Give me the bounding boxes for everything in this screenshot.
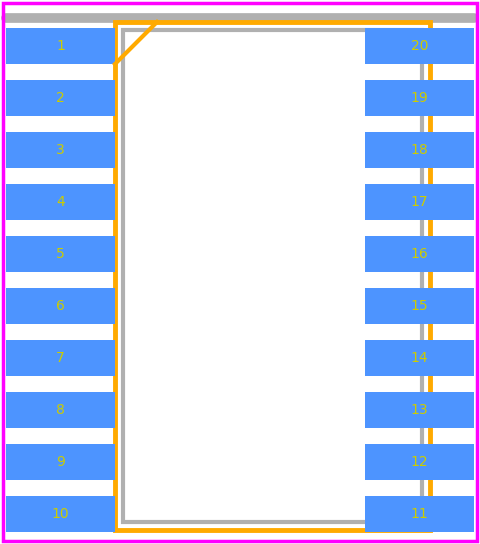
Bar [115,22,430,530]
Bar [365,28,474,64]
Text: 10: 10 [52,507,69,521]
Bar [365,236,474,272]
Bar [365,80,474,116]
Text: 20: 20 [411,39,428,53]
Bar [6,496,115,532]
Bar [365,444,474,480]
Text: 7: 7 [56,351,65,365]
Bar [123,30,422,522]
Bar [6,132,115,168]
Bar [6,28,115,64]
Text: 8: 8 [56,403,65,417]
Bar [365,392,474,428]
Bar [6,236,115,272]
Text: 17: 17 [411,195,428,209]
Bar [6,392,115,428]
Text: 9: 9 [56,455,65,469]
Bar [6,340,115,376]
Text: 14: 14 [411,351,428,365]
Bar [6,184,115,220]
Bar [365,184,474,220]
Bar [365,340,474,376]
Text: 15: 15 [411,299,428,313]
Text: 16: 16 [410,247,428,261]
Text: 13: 13 [411,403,428,417]
Text: 19: 19 [410,91,428,105]
Text: 11: 11 [410,507,428,521]
Bar [6,288,115,324]
Text: 5: 5 [56,247,65,261]
Text: 4: 4 [56,195,65,209]
Text: 1: 1 [56,39,65,53]
Text: 18: 18 [410,143,428,157]
Bar [365,132,474,168]
Text: 3: 3 [56,143,65,157]
Bar [6,80,115,116]
Bar [365,496,474,532]
Text: 2: 2 [56,91,65,105]
Text: 6: 6 [56,299,65,313]
Bar [365,288,474,324]
Bar [6,444,115,480]
Text: 12: 12 [411,455,428,469]
